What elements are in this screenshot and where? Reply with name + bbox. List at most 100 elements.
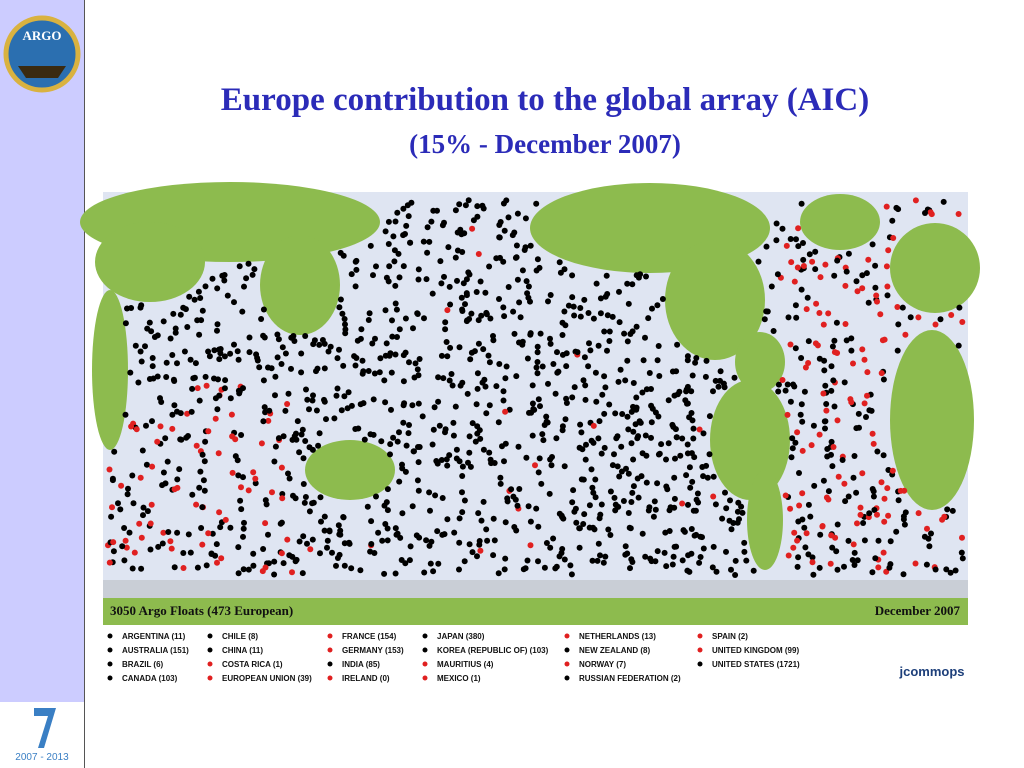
float-dot bbox=[659, 296, 666, 302]
map-date: December 2007 bbox=[875, 603, 961, 618]
float-dot bbox=[628, 499, 635, 505]
float-dot bbox=[592, 369, 599, 376]
float-dot bbox=[775, 381, 782, 388]
float-dot bbox=[941, 513, 948, 520]
float-dot bbox=[288, 334, 295, 341]
float-dot bbox=[587, 347, 594, 354]
float-dot bbox=[346, 539, 352, 546]
float-dot bbox=[895, 497, 902, 504]
float-dot bbox=[241, 283, 247, 290]
float-dot bbox=[292, 558, 299, 565]
float-dot bbox=[463, 318, 470, 325]
float-dot bbox=[337, 527, 344, 534]
float-dot bbox=[376, 369, 383, 376]
float-dot bbox=[466, 449, 473, 456]
float-dot bbox=[467, 463, 474, 470]
float-dot bbox=[177, 410, 184, 417]
float-dot bbox=[502, 555, 509, 562]
float-dot bbox=[624, 280, 631, 287]
float-dot bbox=[547, 340, 554, 347]
float-dot bbox=[436, 422, 443, 429]
float-dot bbox=[395, 250, 402, 257]
float-dot bbox=[238, 432, 245, 438]
float-dot bbox=[245, 566, 252, 573]
float-dot bbox=[497, 254, 503, 261]
float-dot bbox=[447, 344, 454, 351]
float-dot bbox=[526, 409, 532, 416]
float-dot bbox=[823, 494, 830, 501]
float-dot bbox=[410, 325, 416, 332]
float-dot bbox=[348, 271, 355, 278]
float-dot bbox=[647, 555, 654, 562]
float-dot bbox=[594, 557, 601, 564]
float-dot bbox=[915, 314, 922, 321]
float-dot bbox=[924, 525, 930, 532]
float-dot bbox=[459, 509, 466, 516]
float-dot bbox=[483, 311, 490, 318]
legend-label: MEXICO (1) bbox=[437, 674, 481, 683]
float-dot bbox=[513, 527, 520, 534]
float-dot bbox=[552, 565, 559, 572]
float-dot bbox=[250, 550, 257, 557]
float-dot bbox=[201, 487, 208, 494]
float-dot bbox=[600, 559, 607, 566]
float-dot bbox=[816, 310, 823, 316]
float-dot bbox=[405, 430, 412, 437]
float-dot bbox=[661, 549, 668, 556]
float-dot bbox=[696, 426, 703, 433]
float-dot bbox=[790, 381, 797, 388]
float-dot bbox=[231, 341, 237, 348]
float-dot bbox=[256, 364, 263, 371]
float-dot bbox=[842, 282, 849, 289]
float-dot bbox=[358, 326, 365, 333]
float-dot bbox=[439, 222, 446, 229]
float-dot bbox=[265, 417, 272, 424]
float-dot bbox=[923, 561, 930, 568]
float-dot bbox=[458, 294, 465, 301]
float-dot bbox=[149, 463, 156, 470]
float-dot bbox=[947, 569, 954, 576]
float-dot bbox=[535, 469, 542, 476]
float-dot bbox=[556, 259, 563, 266]
float-dot bbox=[396, 326, 403, 333]
float-dot bbox=[215, 450, 222, 457]
float-dot bbox=[821, 367, 828, 374]
float-dot bbox=[463, 292, 470, 299]
float-dot bbox=[235, 570, 242, 577]
float-dot bbox=[451, 529, 458, 536]
float-dot bbox=[549, 454, 555, 460]
float-dot bbox=[146, 376, 153, 382]
float-dot bbox=[124, 305, 130, 312]
legend-label: ARGENTINA (11) bbox=[122, 632, 186, 641]
float-dot bbox=[728, 526, 735, 533]
float-dot bbox=[342, 321, 348, 328]
float-dot bbox=[306, 406, 312, 413]
float-dot bbox=[304, 396, 311, 403]
float-dot bbox=[723, 505, 730, 512]
float-dot bbox=[212, 415, 219, 422]
float-dot bbox=[874, 511, 880, 518]
float-dot bbox=[321, 527, 328, 534]
float-dot bbox=[174, 484, 181, 491]
float-dot bbox=[240, 474, 246, 481]
float-dot bbox=[887, 538, 894, 545]
float-dot bbox=[214, 321, 221, 328]
float-dot bbox=[187, 549, 194, 556]
float-dot bbox=[937, 316, 944, 323]
float-dot bbox=[536, 455, 543, 462]
float-dot bbox=[442, 326, 449, 333]
float-dot bbox=[169, 352, 176, 358]
float-dot bbox=[445, 244, 452, 251]
float-dot bbox=[880, 376, 887, 383]
float-dot bbox=[130, 500, 137, 507]
legend-label: GERMANY (153) bbox=[342, 646, 404, 655]
float-dot bbox=[651, 498, 658, 505]
float-dot bbox=[710, 543, 717, 550]
float-dot bbox=[820, 390, 827, 397]
float-dot bbox=[822, 425, 828, 432]
float-dot bbox=[795, 243, 802, 250]
float-dot bbox=[381, 570, 388, 577]
float-dot bbox=[586, 340, 592, 347]
float-dot bbox=[831, 337, 838, 344]
float-dot bbox=[684, 450, 691, 457]
